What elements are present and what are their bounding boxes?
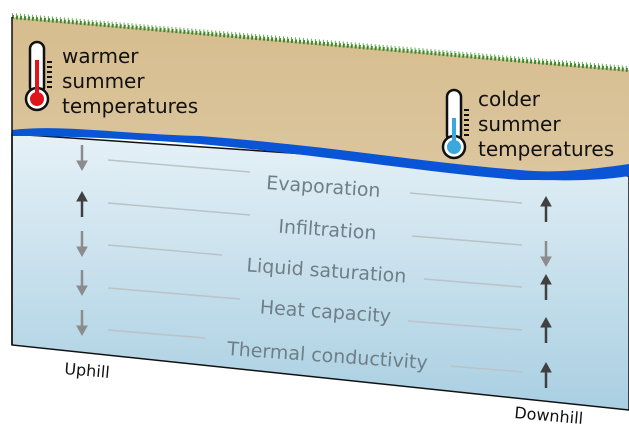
guide-lines — [107, 159, 523, 373]
warm-label: summer — [62, 69, 145, 93]
cold-label: colder — [478, 87, 541, 111]
grass — [11, 15, 629, 72]
water-table — [12, 128, 629, 181]
thermometer-cold — [441, 88, 469, 160]
thermometer-warm — [24, 40, 52, 112]
cold-label: temperatures — [478, 137, 614, 161]
uphill-label: Uphill — [64, 359, 111, 382]
warm-label: temperatures — [62, 94, 198, 118]
downhill-label: Downhill — [514, 403, 584, 428]
warm-label: warmer — [62, 44, 139, 68]
cold-label: summer — [478, 112, 561, 136]
grass — [11, 13, 629, 68]
